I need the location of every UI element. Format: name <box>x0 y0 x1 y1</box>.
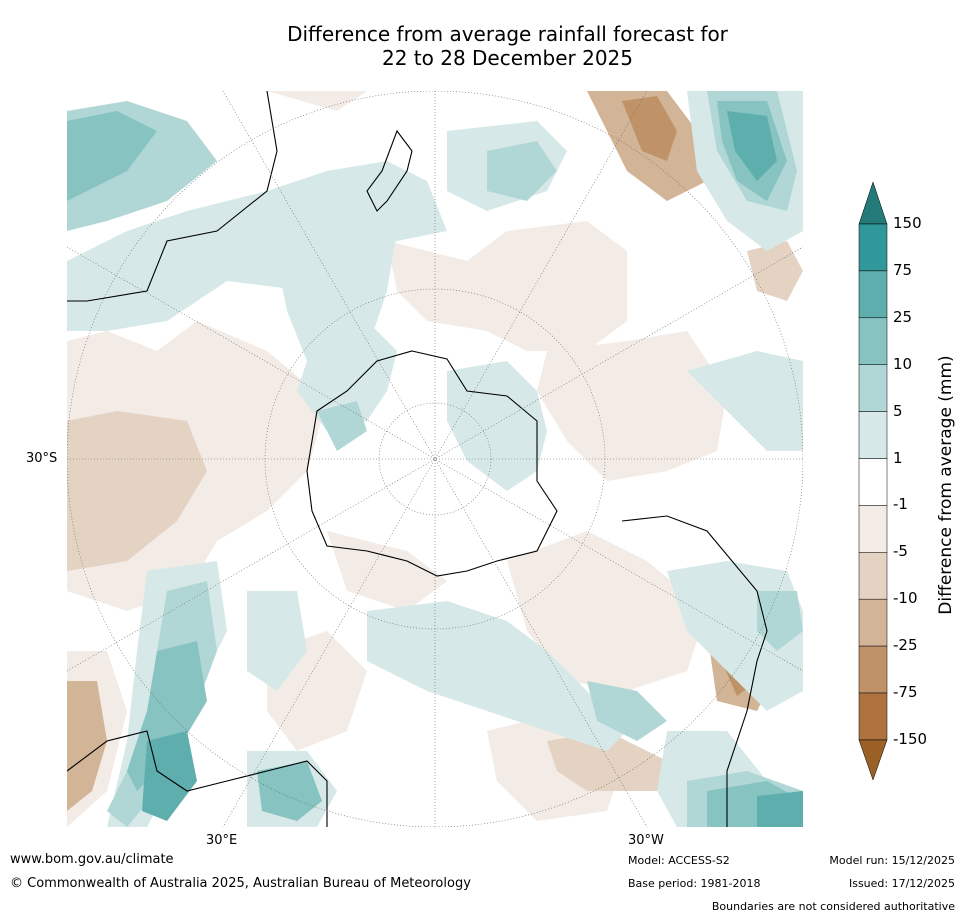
coastlines <box>67 91 768 827</box>
colorbar <box>858 181 888 781</box>
footer-disclaimer: Boundaries are not considered authoritat… <box>711 900 955 913</box>
australia-coastline <box>67 730 328 827</box>
colorbar-tick-label: -5 <box>893 542 908 561</box>
map-title: Difference from average rainfall forecas… <box>0 22 965 70</box>
colorbar-band-2 <box>858 317 888 365</box>
title-line-2: 22 to 28 December 2025 <box>381 46 633 70</box>
colorbar-min-triangle <box>858 739 888 781</box>
rainfall-map[interactable] <box>67 91 803 827</box>
colorbar-tick-label: -75 <box>893 683 918 701</box>
colorbar-band-7 <box>858 552 888 600</box>
lon-label-30e: 30°E <box>206 833 238 848</box>
new-zealand-coastline <box>366 129 413 212</box>
title-line-1: Difference from average rainfall forecas… <box>287 22 728 46</box>
antarctica-coastline <box>306 350 558 577</box>
colorbar-band-1 <box>858 270 888 319</box>
graticule <box>67 91 803 827</box>
colorbar-tick-label: -150 <box>893 729 928 748</box>
colorbar-tick-label: -1 <box>893 495 908 514</box>
colorbar-band-5 <box>858 458 888 506</box>
footer-issued: Issued: 17/12/2025 <box>848 877 955 890</box>
lat-label-30s: 30°S <box>26 451 58 466</box>
wet-heavy-areas <box>142 111 803 827</box>
colorbar-tick-label: -10 <box>893 589 918 608</box>
africa-coastline <box>67 91 278 302</box>
colorbar-tick-label: 10 <box>893 354 913 373</box>
footer-base-period: Base period: 1981-2018 <box>628 877 761 890</box>
colorbar-bands <box>858 223 888 741</box>
colorbar-band-0 <box>858 223 888 272</box>
colorbar-band-6 <box>858 505 888 553</box>
colorbar-band-9 <box>858 645 888 694</box>
footer-url[interactable]: www.bom.gov.au/climate <box>10 852 174 867</box>
colorbar-tick-label: 75 <box>893 260 913 279</box>
footer-model-run: Model run: 15/12/2025 <box>829 854 955 867</box>
lon-label-30w: 30°W <box>628 833 664 848</box>
colorbar-band-3 <box>858 364 888 412</box>
colorbar-title: Difference from average (mm) <box>936 355 956 615</box>
colorbar-tick-label: 5 <box>893 401 903 420</box>
colorbar-tick-label: 25 <box>893 307 913 326</box>
footer-copyright: © Commonwealth of Australia 2025, Austra… <box>10 876 471 891</box>
colorbar-tick-label: 150 <box>893 214 922 232</box>
colorbar-max-triangle <box>858 181 888 225</box>
colorbar-band-10 <box>858 692 888 741</box>
colorbar-band-8 <box>858 598 888 647</box>
colorbar-tick-label: -25 <box>893 636 918 655</box>
colorbar-band-4 <box>858 411 888 459</box>
footer-model: Model: ACCESS-S2 <box>628 854 730 867</box>
colorbar-tick-label: 1 <box>893 448 903 467</box>
south-america-coastline <box>621 515 768 827</box>
